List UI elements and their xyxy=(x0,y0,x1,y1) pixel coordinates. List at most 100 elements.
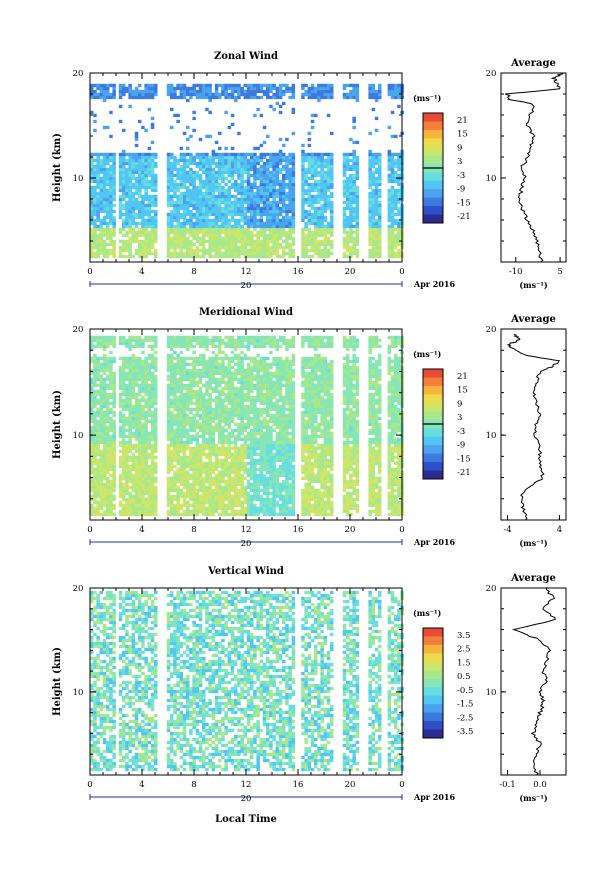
colorbar-tick: 21 xyxy=(457,116,468,126)
x-tick-label: 8 xyxy=(191,525,196,535)
colorbar-tick: -1.5 xyxy=(457,700,473,710)
colorbar-swatch xyxy=(423,661,443,671)
profile-x-tick: 0.0 xyxy=(533,780,547,790)
y-axis-label: Height (km) xyxy=(52,647,63,716)
colorbar-tick: -15 xyxy=(457,198,471,208)
colorbar-tick: 0.5 xyxy=(457,672,471,682)
x-tick-label: 16 xyxy=(293,525,304,535)
profile-line xyxy=(505,72,564,263)
x-tick-label: 16 xyxy=(293,780,304,790)
profile-line xyxy=(506,333,561,521)
profile-y-tick: 20 xyxy=(486,584,497,594)
colorbar-swatch xyxy=(423,369,443,378)
heatmap-cells xyxy=(90,83,404,259)
profile-frame xyxy=(500,587,567,776)
x-tick-label: 0 xyxy=(399,780,404,790)
colorbar-units: (ms⁻¹) xyxy=(413,608,441,618)
profile-x-tick: -10 xyxy=(509,267,523,277)
profile-x-tick: 4 xyxy=(557,525,562,535)
colorbar-tick: 9 xyxy=(457,143,462,153)
panel-title: Zonal Wind xyxy=(214,51,278,62)
x-tick-label: 8 xyxy=(191,267,196,277)
profile-x-tick: -0.1 xyxy=(499,780,515,790)
colorbar-swatch xyxy=(423,636,443,646)
x-tick-label: 0 xyxy=(87,525,92,535)
profile-units: (ms⁻¹) xyxy=(519,538,547,548)
x-tick-label: 20 xyxy=(345,780,356,790)
x-tick-label: 0 xyxy=(399,267,404,277)
x-tick-label: 20 xyxy=(345,525,356,535)
date-label: Apr 2016 xyxy=(413,792,456,802)
colorbar-swatch xyxy=(423,172,443,182)
colorbar-swatch xyxy=(423,138,443,148)
panel-title: Meridional Wind xyxy=(199,307,293,318)
y-tick-label: 20 xyxy=(73,584,84,594)
colorbar-swatch xyxy=(423,628,443,637)
colorbar-swatch xyxy=(423,385,443,395)
profile-units: (ms⁻¹) xyxy=(519,793,547,803)
colorbar-swatch xyxy=(423,462,443,472)
colorbar-swatch xyxy=(423,411,443,421)
day-label: 20 xyxy=(241,281,252,291)
colorbar-swatch xyxy=(423,695,443,705)
colorbar-swatch xyxy=(423,146,443,156)
x-tick-label: 4 xyxy=(139,780,144,790)
profile-y-tick: 20 xyxy=(486,325,497,335)
x-tick-label: 0 xyxy=(87,780,92,790)
colorbar-swatch xyxy=(423,670,443,680)
colorbar-swatch xyxy=(423,402,443,412)
colorbar-tick: 3 xyxy=(457,157,462,167)
colorbar-swatch xyxy=(423,729,443,739)
colorbar-swatch xyxy=(423,197,443,207)
colorbar-swatch xyxy=(423,206,443,216)
colorbar-swatch xyxy=(423,678,443,688)
colorbar-swatch xyxy=(423,129,443,139)
colorbar-swatch xyxy=(423,180,443,190)
average-title: Average xyxy=(510,314,556,325)
colorbar-swatch xyxy=(423,121,443,131)
heatmap-cells xyxy=(90,590,404,772)
y-tick-label: 10 xyxy=(73,431,84,441)
colorbar-swatch xyxy=(423,394,443,404)
colorbar-tick: 9 xyxy=(457,399,462,409)
colorbar-swatch xyxy=(423,687,443,697)
colorbar-swatch xyxy=(423,453,443,463)
colorbar-swatch xyxy=(423,470,443,480)
colorbar-swatch xyxy=(423,644,443,654)
colorbar-tick: -3 xyxy=(457,427,465,437)
colorbar-units: (ms⁻¹) xyxy=(413,349,441,359)
colorbar-tick: 15 xyxy=(457,130,468,140)
colorbar-swatch xyxy=(423,704,443,714)
colorbar-swatch xyxy=(423,155,443,165)
y-tick-label: 10 xyxy=(73,174,84,184)
date-label: Apr 2016 xyxy=(413,279,456,289)
x-tick-label: 4 xyxy=(139,267,144,277)
y-tick-label: 20 xyxy=(73,325,84,335)
colorbar-tick: -9 xyxy=(457,185,465,195)
colorbar-swatch xyxy=(423,653,443,663)
profile-y-tick: 20 xyxy=(486,69,497,79)
colorbar-tick: 15 xyxy=(457,386,468,396)
colorbar-swatch xyxy=(423,113,443,122)
colorbar-swatch xyxy=(423,428,443,438)
profile-y-tick: 10 xyxy=(486,431,497,441)
colorbar-tick: -0.5 xyxy=(457,686,473,696)
colorbar-swatch xyxy=(423,377,443,387)
x-tick-label: 4 xyxy=(139,525,144,535)
heatmap-cells xyxy=(90,335,404,517)
profile-units: (ms⁻¹) xyxy=(519,280,547,290)
x-tick-label: 12 xyxy=(241,780,252,790)
colorbar-swatch xyxy=(423,436,443,446)
y-tick-label: 20 xyxy=(73,69,84,79)
panel-3: Vertical Wind 10 20 Height (km) 0 4 8 12 16 20 0 20… xyxy=(52,566,567,804)
profile-frame xyxy=(500,72,567,263)
x-tick-label: 12 xyxy=(241,525,252,535)
x-tick-label: 20 xyxy=(345,267,356,277)
colorbar-tick: 3 xyxy=(457,413,462,423)
colorbar-swatch xyxy=(423,721,443,731)
x-tick-label: 0 xyxy=(87,267,92,277)
profile-x-tick: -4 xyxy=(503,525,511,535)
x-tick-label: 8 xyxy=(191,780,196,790)
colorbar-tick: 2.5 xyxy=(457,645,471,655)
colorbar-units: (ms⁻¹) xyxy=(413,93,441,103)
